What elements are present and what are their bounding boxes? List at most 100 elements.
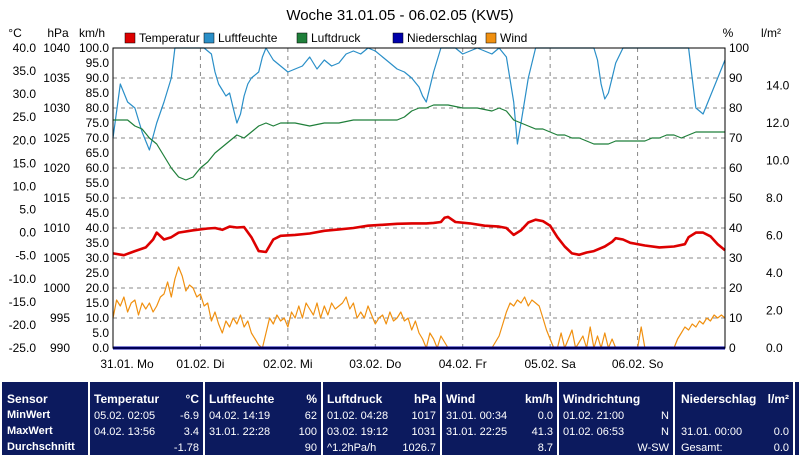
stats-label-sensor: Sensor xyxy=(7,392,48,406)
tick-temp-10: -10.0 xyxy=(9,272,37,286)
tick-humidity-6: 40 xyxy=(729,221,743,235)
tick-wind-19: 5.0 xyxy=(92,326,109,340)
x-tick-0: 31.01. Mo xyxy=(100,357,154,371)
legend-label-3: Niederschlag xyxy=(407,31,477,45)
tick-temp-1: 35.0 xyxy=(13,64,37,78)
luftfeuchte-title: Luftfeuchte xyxy=(209,392,275,406)
luftfeuchte-min-date: 04.02. 14:19 xyxy=(209,410,271,422)
niederschlag-max-date: 31.01. 00:00 xyxy=(681,426,743,438)
luftdruck-max-value: 1031 xyxy=(411,426,436,438)
temperatur-min-date: 05.02. 02:05 xyxy=(94,410,156,422)
tick-temp-8: 0.0 xyxy=(19,226,36,240)
tick-wind-0: 100.0 xyxy=(79,41,109,55)
tick-temp-11: -15.0 xyxy=(9,295,37,309)
tick-wind-16: 20.0 xyxy=(86,281,110,295)
stats-panel-windrichtung: Windrichtung 01.02. 21:00 N 01.02. 06:53… xyxy=(559,382,673,455)
luftfeuchte-min-value: 62 xyxy=(304,410,317,422)
weather-chart: Woche 31.01.05 - 06.02.05 (KW5) °C hPa k… xyxy=(8,7,790,371)
wind-avg-value: 8.7 xyxy=(537,442,553,454)
tick-pressure-2: 1030 xyxy=(43,101,70,115)
niederschlag-title: Niederschlag xyxy=(681,392,757,406)
luftdruck-min-date: 01.02. 04:28 xyxy=(327,410,389,422)
tick-humidity-8: 20 xyxy=(729,281,743,295)
tick-pressure-10: 990 xyxy=(50,341,70,355)
legend-swatch-3 xyxy=(392,32,404,44)
tick-wind-11: 45.0 xyxy=(86,206,110,220)
tick-pressure-4: 1020 xyxy=(43,161,70,175)
niederschlag-avg-date: Gesamt: xyxy=(681,442,723,454)
stats-panel-niederschlag: Niederschlag l/m² 31.01. 00:00 0.0 Gesam… xyxy=(675,382,793,455)
tick-humidity-5: 50 xyxy=(729,191,743,205)
legend: Temperatur Luftfeuchte Luftdruck Niederschl… xyxy=(124,31,527,45)
tick-humidity-2: 80 xyxy=(729,101,743,115)
luftfeuchte-unit: % xyxy=(306,392,317,406)
x-tick-2: 02.02. Mi xyxy=(263,357,312,371)
legend-label-1: Luftfeuchte xyxy=(218,31,278,45)
x-axis-ticks: 31.01. Mo 01.02. Di 02.02. Mi 03.02. Do 04.0… xyxy=(100,357,663,371)
stats-label-max: MaxWert xyxy=(7,425,53,437)
tick-pressure-3: 1025 xyxy=(43,131,70,145)
luftfeuchte-max-value: 100 xyxy=(298,426,317,438)
stats-panel-temperatur: Temperatur °C 05.02. 02:05 -6.9 04.02. 1… xyxy=(90,382,203,455)
stats-panel-spacer xyxy=(795,382,799,455)
tick-wind-14: 30.0 xyxy=(86,251,110,265)
stats-panel-labels: Sensor MinWert MaxWert Durchschnitt xyxy=(2,382,88,455)
tick-temp-9: -5.0 xyxy=(15,249,36,263)
tick-wind-5: 75.0 xyxy=(86,116,110,130)
luftfeuchte-avg-value: 90 xyxy=(304,442,317,454)
stats-panel-luftdruck: Luftdruck hPa 01.02. 04:28 1017 03.02. 1… xyxy=(323,382,440,455)
tick-humidity-9: 10 xyxy=(729,311,743,325)
stats-label-min: MinWert xyxy=(7,409,51,421)
wind-unit: km/h xyxy=(524,392,553,406)
tick-wind-10: 50.0 xyxy=(86,191,110,205)
temperatur-max-value: 3.4 xyxy=(183,426,199,438)
series-line-luftfeuchte xyxy=(112,47,726,151)
series-line-luftdruck xyxy=(113,104,725,181)
tick-humidity-7: 30 xyxy=(729,251,743,265)
series-line-temperatur xyxy=(112,215,726,257)
tick-temp-3: 25.0 xyxy=(13,110,37,124)
tick-temp-7: 5.0 xyxy=(19,203,36,217)
tick-rain-7: 0.0 xyxy=(766,341,783,355)
tick-rain-3: 8.0 xyxy=(766,191,783,205)
tick-rain-1: 12.0 xyxy=(766,116,790,130)
legend-label-0: Temperatur xyxy=(139,31,200,45)
x-tick-6: 06.02. So xyxy=(612,357,664,371)
luftfeuchte-max-date: 31.01. 22:28 xyxy=(209,426,271,438)
tick-temp-5: 15.0 xyxy=(13,156,37,170)
tick-rain-0: 14.0 xyxy=(766,79,790,93)
x-tick-1: 01.02. Di xyxy=(176,357,224,371)
tick-temp-2: 30.0 xyxy=(13,87,37,101)
tick-wind-8: 60.0 xyxy=(86,161,110,175)
x-tick-4: 04.02. Fr xyxy=(439,357,487,371)
windrichtung-min-value: N xyxy=(661,410,669,422)
windrichtung-max-value: N xyxy=(661,426,669,438)
temperatur-unit: °C xyxy=(185,392,199,406)
tick-wind-7: 65.0 xyxy=(86,146,110,160)
tick-wind-3: 85.0 xyxy=(86,86,110,100)
windrichtung-min-date: 01.02. 21:00 xyxy=(563,410,625,422)
tick-temp-13: -25.0 xyxy=(9,341,37,355)
y-axis-ticks: 40.035.030.025.020.015.010.05.00.0-5.0-1… xyxy=(9,41,790,355)
wind-title: Wind xyxy=(446,392,476,406)
tick-humidity-0: 100 xyxy=(729,41,749,55)
tick-rain-2: 10.0 xyxy=(766,154,790,168)
speed-axis-unit: km/h xyxy=(79,26,105,40)
plot-area-border xyxy=(112,47,726,349)
tick-rain-6: 2.0 xyxy=(766,304,783,318)
tick-pressure-0: 1040 xyxy=(43,41,70,55)
tick-wind-13: 35.0 xyxy=(86,236,110,250)
x-tick-3: 03.02. Do xyxy=(349,357,401,371)
windrichtung-max-date: 01.02. 06:53 xyxy=(563,426,625,438)
temperatur-avg-value: -1.78 xyxy=(173,442,199,454)
wind-max-date: 31.01. 22:25 xyxy=(446,426,508,438)
wind-max-value: 41.3 xyxy=(531,426,553,438)
x-tick-5: 05.02. Sa xyxy=(524,357,576,371)
tick-temp-6: 10.0 xyxy=(13,179,37,193)
tick-wind-20: 0.0 xyxy=(92,341,109,355)
statistics-table: Sensor MinWert MaxWert Durchschnitt Temp… xyxy=(0,380,800,457)
niederschlag-avg-value: 0.0 xyxy=(773,442,789,454)
temperatur-min-value: -6.9 xyxy=(180,410,199,422)
chart-title: Woche 31.01.05 - 06.02.05 (KW5) xyxy=(286,7,513,24)
wind-min-value: 0.0 xyxy=(537,410,553,422)
